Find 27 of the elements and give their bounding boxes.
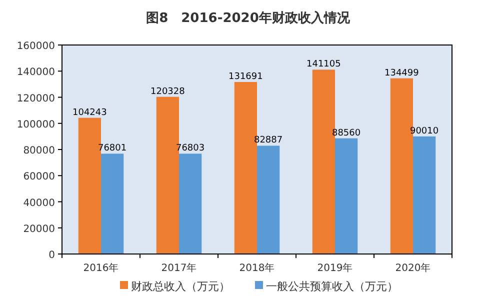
data-label: 120328 <box>150 86 186 97</box>
x-tick-label: 2017年 <box>161 262 197 274</box>
y-tick-label: 100000 <box>16 119 55 130</box>
data-label: 141105 <box>306 60 341 70</box>
x-tick-label: 2020年 <box>395 262 431 274</box>
x-tick-label: 2019年 <box>317 262 353 274</box>
bar <box>413 136 436 254</box>
y-tick-label: 160000 <box>16 41 55 52</box>
y-tick-label: 120000 <box>16 93 55 104</box>
y-tick-label: 20000 <box>23 224 55 235</box>
bar <box>335 138 358 254</box>
y-tick-label: 0 <box>48 250 55 261</box>
data-label: 104243 <box>72 108 107 118</box>
x-tick-label: 2016年 <box>83 262 119 274</box>
bar <box>257 146 280 254</box>
bar <box>101 154 124 254</box>
data-label: 131691 <box>228 72 263 82</box>
y-tick-label: 140000 <box>16 67 55 78</box>
x-tick-label: 2018年 <box>239 262 275 274</box>
legend-label: 财政总收入（万元） <box>131 280 230 293</box>
y-tick-label: 60000 <box>23 172 55 183</box>
y-tick-label: 80000 <box>23 146 55 156</box>
bar <box>179 154 202 254</box>
y-tick-label: 40000 <box>23 198 55 209</box>
data-label: 134499 <box>384 68 420 78</box>
legend-label: 一般公共预算收入（万元） <box>266 280 398 293</box>
chart-title: 图8 2016-2020年财政收入情况 <box>146 10 351 26</box>
